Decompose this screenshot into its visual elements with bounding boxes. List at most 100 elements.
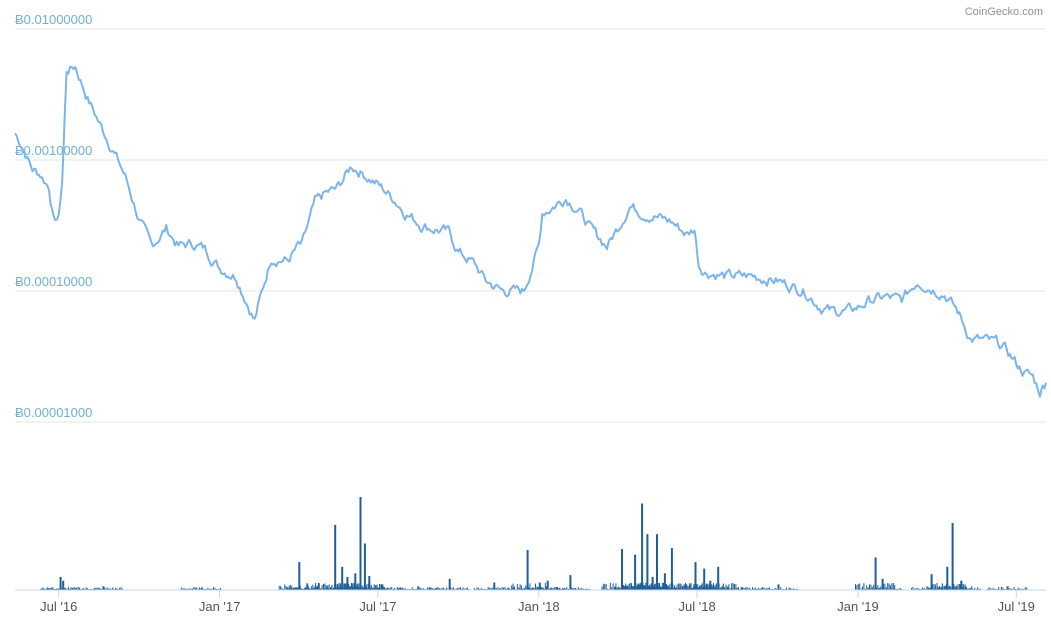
volume-bar xyxy=(690,583,692,590)
volume-bar xyxy=(300,588,302,590)
volume-bar xyxy=(746,587,748,590)
volume-bar xyxy=(428,587,430,590)
volume-bar xyxy=(562,587,564,590)
volume-bar xyxy=(555,587,557,590)
volume-bar xyxy=(947,584,949,590)
volume-bar xyxy=(725,588,727,590)
volume-bar xyxy=(756,588,758,590)
volume-bar xyxy=(183,588,185,590)
volume-bar xyxy=(713,583,714,590)
volume-bar xyxy=(511,585,513,590)
price-series-line[interactable] xyxy=(14,65,1047,398)
volume-bar xyxy=(978,588,980,590)
volume-bar xyxy=(519,588,521,590)
volume-bar xyxy=(863,588,865,590)
volume-bars xyxy=(40,497,1028,591)
volume-bar xyxy=(82,588,84,590)
volume-bar xyxy=(500,588,502,590)
volume-bar xyxy=(692,588,694,590)
volume-bar xyxy=(651,577,654,590)
volume-bar xyxy=(950,586,952,590)
volume-bar xyxy=(640,583,642,590)
volume-bar xyxy=(615,583,617,590)
volume-bar xyxy=(965,586,967,590)
volume-bar xyxy=(892,583,894,590)
volume-bar xyxy=(189,588,191,590)
volume-bar xyxy=(722,588,724,590)
volume-bar xyxy=(694,562,697,590)
volume-bar xyxy=(421,588,423,590)
volume-bar xyxy=(105,588,107,590)
volume-bar xyxy=(601,586,603,590)
volume-bar xyxy=(201,587,203,590)
volume-bar xyxy=(946,584,947,590)
volume-bar xyxy=(884,583,886,590)
volume-bar xyxy=(309,588,310,590)
volume-bar xyxy=(318,583,320,590)
volume-bar xyxy=(944,586,946,590)
volume-bar xyxy=(370,585,372,590)
volume-bar xyxy=(913,588,915,590)
credit-label[interactable]: CoinGecko.com xyxy=(964,6,1043,18)
volume-bar xyxy=(709,580,712,590)
x-tick-label: Jan '18 xyxy=(518,599,560,614)
volume-bar xyxy=(731,583,733,590)
volume-bar xyxy=(582,588,583,590)
volume-bar xyxy=(418,587,420,590)
volume-bar xyxy=(98,587,100,590)
volume-bar xyxy=(857,583,859,590)
volume-bar xyxy=(422,588,424,590)
volume-bar xyxy=(979,588,981,590)
volume-bar xyxy=(745,587,746,590)
volume-bar xyxy=(617,587,619,590)
volume-bar xyxy=(540,587,542,590)
volume-bar xyxy=(873,584,875,590)
volume-bar xyxy=(747,588,749,590)
volume-bar xyxy=(441,587,443,590)
volume-bar xyxy=(644,588,646,590)
volume-bar xyxy=(662,586,664,590)
volume-bar xyxy=(96,587,98,590)
volume-bar xyxy=(894,584,896,590)
volume-bar xyxy=(437,587,439,590)
volume-bar xyxy=(556,587,558,590)
volume-bar xyxy=(476,587,478,590)
volume-bar xyxy=(527,587,529,590)
volume-bar xyxy=(445,587,447,590)
volume-bar xyxy=(306,584,309,590)
volume-bar xyxy=(674,587,676,590)
volume-bar xyxy=(628,587,630,590)
volume-bar xyxy=(404,588,406,590)
volume-bar xyxy=(701,583,703,590)
volume-bar xyxy=(58,588,59,590)
volume-bar xyxy=(718,583,720,590)
volume-bar xyxy=(911,587,912,590)
volume-bar xyxy=(544,582,546,590)
volume-bar xyxy=(930,584,932,590)
volume-bar xyxy=(642,582,644,590)
volume-bar xyxy=(642,588,643,590)
volume-bar xyxy=(320,588,322,590)
volume-bar xyxy=(529,583,531,590)
x-tick-label: Jul '16 xyxy=(40,599,77,614)
volume-bar xyxy=(73,587,75,590)
volume-bar xyxy=(649,584,650,590)
volume-bar xyxy=(72,588,73,590)
volume-bar xyxy=(199,587,200,590)
volume-bar xyxy=(330,587,331,590)
volume-bar xyxy=(341,566,344,591)
volume-bar xyxy=(964,587,966,590)
volume-bar xyxy=(631,583,632,590)
volume-bar xyxy=(687,585,689,590)
volume-bar xyxy=(400,587,402,590)
volume-bar xyxy=(210,588,212,590)
volume-bar xyxy=(56,588,58,590)
volume-bar xyxy=(112,587,114,590)
volume-bar xyxy=(642,586,644,590)
volume-bar xyxy=(359,584,361,590)
volume-bar xyxy=(351,587,353,590)
volume-bar xyxy=(937,586,939,590)
volume-bar xyxy=(359,588,361,590)
volume-bar xyxy=(862,586,863,590)
volume-bar xyxy=(351,583,353,590)
